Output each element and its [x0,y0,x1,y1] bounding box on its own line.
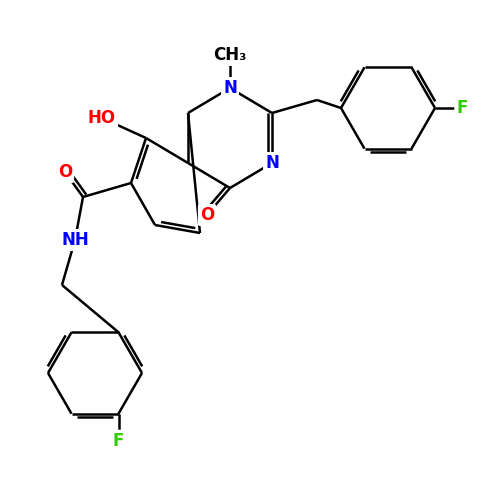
Text: CH₃: CH₃ [214,46,246,64]
Text: N: N [223,79,237,97]
Text: F: F [456,99,468,117]
Text: O: O [200,206,214,224]
Text: F: F [113,432,124,450]
Text: HO: HO [88,109,116,127]
Text: NH: NH [61,231,89,249]
Text: O: O [58,163,72,181]
Text: N: N [265,154,279,172]
